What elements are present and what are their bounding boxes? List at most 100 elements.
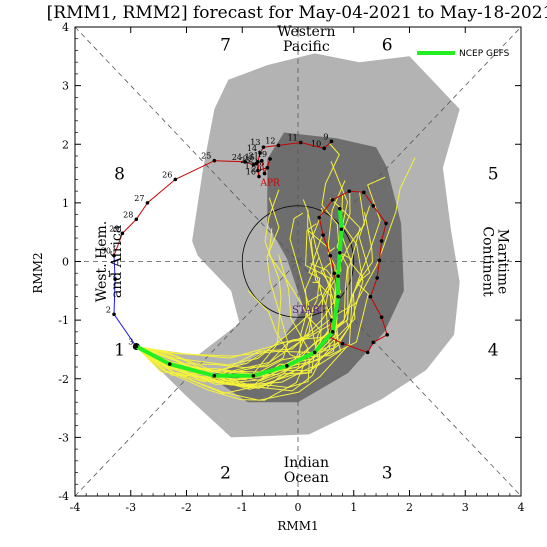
ensemble-member-line xyxy=(136,194,364,401)
y-tick-label: -2 xyxy=(58,373,69,386)
y-tick-label: 0 xyxy=(62,256,69,269)
observed-may-point xyxy=(212,158,217,163)
region-label-west-hem-africa: West. Hem. and Africa xyxy=(94,221,125,302)
y-axis-label: RMM2 xyxy=(31,252,45,293)
y-tick-label: -3 xyxy=(58,431,69,444)
x-tick-label: 2 xyxy=(406,501,413,514)
phase-number: 7 xyxy=(220,36,231,56)
observed-may-label: 24 xyxy=(232,153,242,162)
ensemble-mean-point xyxy=(212,374,217,378)
observed-may-point xyxy=(261,145,266,149)
ensemble-mean-point xyxy=(312,350,317,355)
observed-may-point xyxy=(112,253,116,258)
x-tick-label: -3 xyxy=(125,501,136,514)
observed-may-point xyxy=(134,217,139,222)
observed-may-point xyxy=(258,151,262,155)
observed-may-label: 13 xyxy=(250,138,260,147)
ensemble-mean-point xyxy=(336,294,340,299)
observed-may-label: 15 xyxy=(245,153,255,162)
observed-may-point xyxy=(257,174,261,179)
observed-may-label: 29 xyxy=(109,224,119,233)
x-tick-label: 0 xyxy=(295,501,302,514)
region-label-line: Western xyxy=(277,24,335,40)
apr-label: APR xyxy=(259,178,280,188)
observed-may-label: 21 xyxy=(249,152,259,161)
ensemble-mean-line xyxy=(135,208,344,378)
phase-number: 2 xyxy=(220,464,231,484)
observed-may-label: 25 xyxy=(201,152,211,161)
x-axis-label: RMM1 xyxy=(277,519,318,533)
observed-apr-point xyxy=(347,189,352,193)
observed-may-point xyxy=(298,140,303,145)
observed-may-point xyxy=(329,139,334,144)
observed-apr-point xyxy=(375,276,379,280)
observed-apr-point xyxy=(377,258,382,263)
observed-may-point xyxy=(254,161,258,166)
ensemble-mean-point xyxy=(338,206,342,211)
ensemble-member-line xyxy=(135,207,334,375)
observed-may-point xyxy=(262,171,267,176)
observed-may-point xyxy=(145,201,150,205)
ensemble-mean-point xyxy=(338,250,342,255)
region-label-line: and Africa xyxy=(109,225,125,298)
ensemble-member-line xyxy=(136,263,334,395)
observed-may-point xyxy=(113,277,117,281)
y-tick-label: -1 xyxy=(58,314,69,327)
observed-may-label: 28 xyxy=(123,210,133,219)
observed-may-label: 11 xyxy=(288,133,298,142)
unit-circle xyxy=(241,205,355,318)
region-label-line: Maritime xyxy=(494,229,510,295)
observed-may-point xyxy=(243,160,247,164)
observed-apr-point xyxy=(385,332,390,337)
observed-may-label: 2 xyxy=(106,305,111,314)
observed-apr-point xyxy=(379,239,384,243)
observed-apr-point xyxy=(379,315,384,319)
observed-may-point xyxy=(322,146,327,151)
x-tick-label: 1 xyxy=(350,501,357,514)
observed-may-point xyxy=(112,312,116,317)
ensemble-mean-point xyxy=(330,330,335,334)
observed-may-point xyxy=(251,162,256,167)
y-tick-label: 3 xyxy=(62,80,69,93)
observed-apr-point xyxy=(328,253,333,258)
phase-number: 5 xyxy=(488,165,499,185)
ensemble-member-line xyxy=(136,212,374,389)
ensemble-member-line xyxy=(136,143,342,366)
observed-apr-point xyxy=(340,341,345,346)
observed-may-point xyxy=(268,157,272,161)
phase-number: 3 xyxy=(382,464,393,484)
observed-apr-point xyxy=(365,350,370,355)
observed-apr-line xyxy=(318,190,388,354)
x-tick-label: 4 xyxy=(518,501,525,514)
ensemble-mean-point xyxy=(134,344,139,349)
ensemble-mean-point xyxy=(285,364,289,368)
observed-apr-point xyxy=(317,215,321,220)
y-tick-label: -4 xyxy=(58,490,69,503)
ensemble-mean-point xyxy=(336,274,340,278)
observed-may-label: 27 xyxy=(134,194,144,203)
y-tick-label: 4 xyxy=(62,21,69,34)
observed-may-label: 14 xyxy=(247,144,257,153)
start-label: START xyxy=(292,305,327,316)
region-label-line: Pacific xyxy=(283,39,330,55)
observed-may-label: 30 xyxy=(101,247,111,256)
phase-number: 4 xyxy=(488,340,499,360)
observed-may-label: 17 xyxy=(245,162,255,171)
region-label-line: Continent xyxy=(479,226,495,297)
ensemble-member-line xyxy=(135,290,307,401)
region-label-line: West. Hem. xyxy=(94,221,110,302)
ensemble-mean-point xyxy=(167,362,172,366)
legend-label: NCEP GEFS xyxy=(459,49,510,59)
observed-may-label: 1 xyxy=(107,270,112,279)
x-tick-label: -2 xyxy=(181,501,192,514)
observed-may-point xyxy=(259,158,264,163)
observed-may-label: 26 xyxy=(162,170,172,179)
observed-may-label: 10 xyxy=(311,139,321,148)
observed-may-label: 22 xyxy=(243,155,253,164)
y-tick-label: 2 xyxy=(62,138,69,151)
observed-apr-point xyxy=(384,221,388,226)
observed-apr-point xyxy=(321,233,325,237)
